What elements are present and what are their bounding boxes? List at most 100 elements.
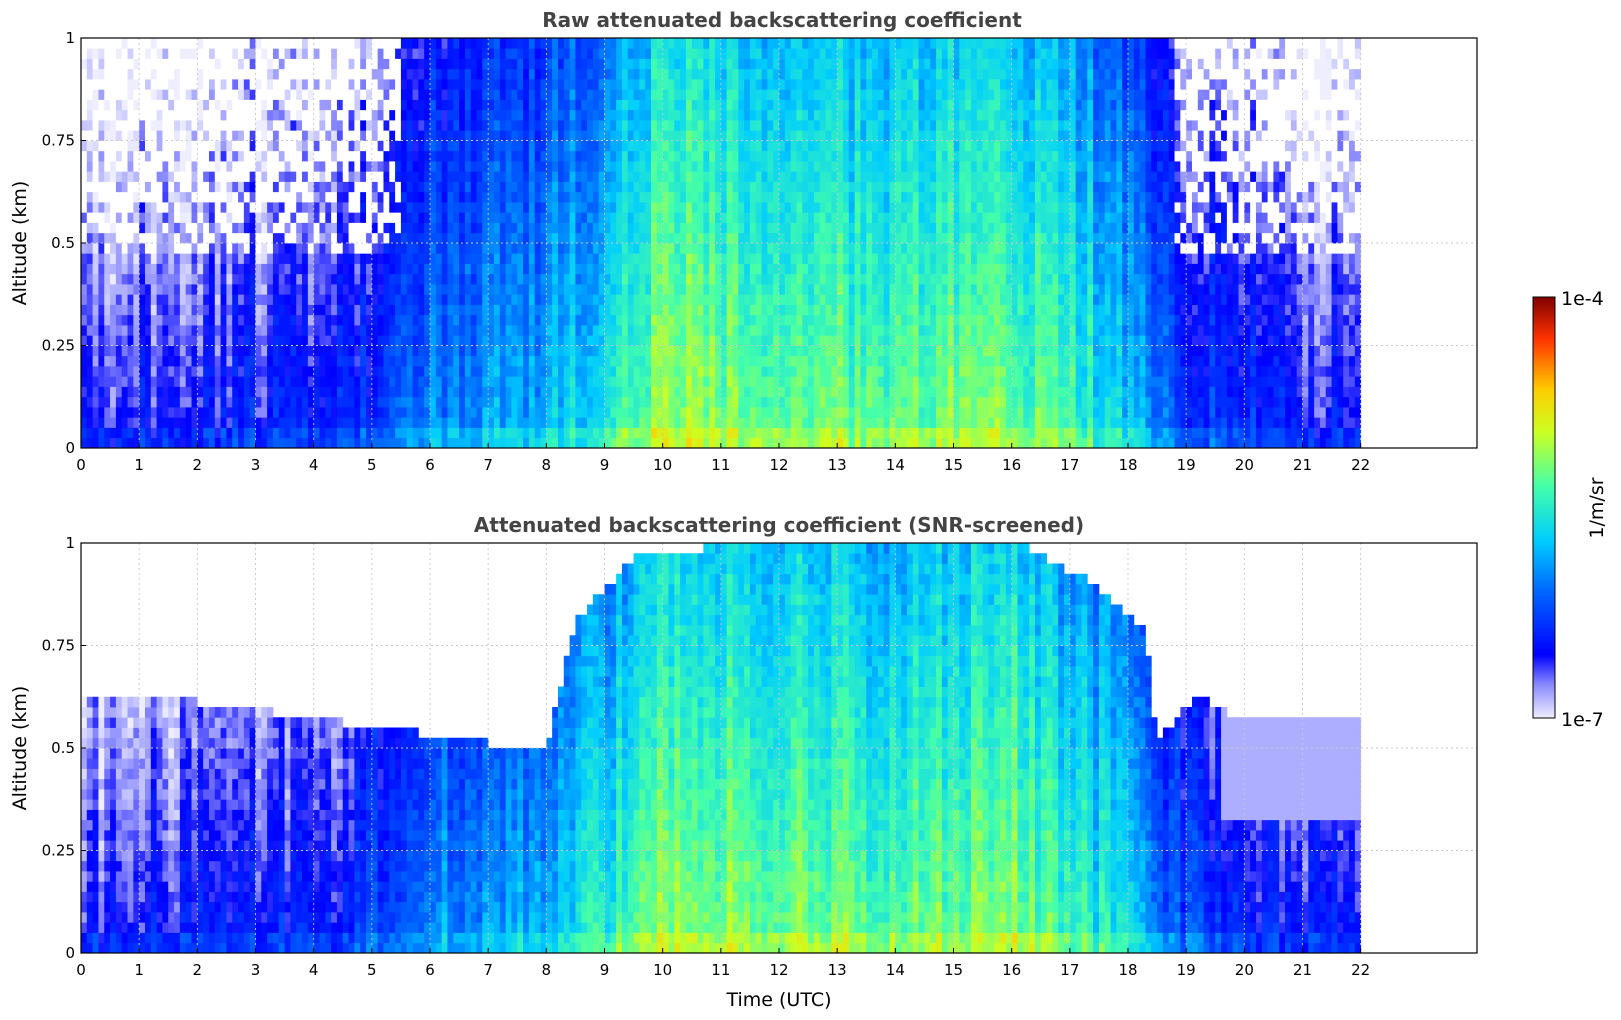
heatmap-cell	[267, 417, 274, 428]
heatmap-cell	[226, 253, 233, 264]
heatmap-cell	[528, 253, 536, 264]
heatmap-cell	[470, 130, 477, 141]
heatmap-cell	[779, 273, 786, 285]
heatmap-cell	[488, 68, 495, 80]
heatmap-cell	[92, 304, 99, 316]
heatmap-cell	[459, 120, 466, 131]
heatmap-cell	[691, 48, 698, 59]
heatmap-cell	[685, 284, 693, 295]
heatmap-cell	[685, 417, 693, 428]
heatmap-cell	[476, 109, 483, 121]
heatmap-cell	[98, 161, 105, 172]
heatmap-cell	[81, 232, 88, 244]
heatmap-cell	[86, 150, 94, 162]
heatmap-cell	[203, 304, 210, 316]
heatmap-cell	[441, 212, 448, 223]
heatmap-cell	[668, 68, 675, 80]
heatmap-cell	[267, 120, 274, 131]
heatmap-cell	[790, 181, 797, 193]
heatmap-cell	[144, 273, 152, 285]
heatmap-cell	[354, 376, 361, 387]
heatmap-cell	[278, 437, 285, 449]
heatmap-cell	[168, 407, 175, 418]
heatmap-cell	[395, 253, 402, 264]
heatmap-cell	[569, 314, 576, 326]
heatmap-cell	[232, 171, 239, 182]
heatmap-cell	[348, 263, 355, 275]
heatmap-cell	[453, 58, 460, 70]
heatmap-cell	[348, 273, 355, 285]
heatmap-cell	[528, 407, 536, 418]
heatmap-cell	[476, 120, 483, 131]
heatmap-cell	[575, 263, 582, 275]
heatmap-cell	[430, 427, 437, 439]
heatmap-cell	[773, 150, 780, 162]
heatmap-cell	[121, 202, 128, 213]
heatmap-cell	[633, 294, 640, 305]
heatmap-cell	[418, 202, 425, 213]
heatmap-cell	[377, 191, 384, 203]
heatmap-cell	[802, 355, 809, 367]
heatmap-cell	[162, 427, 169, 439]
heatmap-cell	[581, 335, 588, 346]
heatmap-cell	[342, 48, 349, 59]
heatmap-cell	[331, 437, 338, 449]
heatmap-cell	[453, 345, 460, 357]
heatmap-cell	[651, 325, 658, 336]
heatmap-cell	[505, 48, 512, 59]
heatmap-cell	[493, 314, 501, 326]
heatmap-cell	[249, 407, 256, 418]
heatmap-cell	[738, 253, 745, 264]
heatmap-cell	[110, 386, 117, 398]
heatmap-cell	[395, 294, 402, 305]
heatmap-cell	[709, 417, 716, 428]
heatmap-cell	[441, 314, 448, 326]
heatmap-cell	[371, 212, 379, 223]
heatmap-cell	[569, 58, 576, 70]
heatmap-cell	[139, 253, 146, 264]
heatmap-cell	[627, 150, 634, 162]
heatmap-cell	[243, 58, 251, 70]
heatmap-cell	[482, 427, 489, 439]
heatmap-cell	[150, 222, 158, 234]
heatmap-cell	[302, 386, 309, 398]
heatmap-cell	[220, 232, 227, 244]
heatmap-cell	[261, 89, 268, 100]
heatmap-cell	[569, 417, 576, 428]
heatmap-cell	[715, 263, 722, 275]
heatmap-cell	[656, 366, 664, 377]
heatmap-cell	[802, 437, 809, 449]
heatmap-cell	[621, 140, 629, 152]
heatmap-cell	[505, 212, 512, 223]
heatmap-cell	[621, 386, 629, 398]
heatmap-cell	[110, 325, 117, 336]
heatmap-cell	[604, 109, 611, 121]
heatmap-cell	[482, 253, 489, 264]
heatmap-cell	[92, 273, 99, 285]
heatmap-cell	[546, 427, 553, 439]
heatmap-cell	[156, 325, 163, 336]
heatmap-cell	[92, 58, 99, 70]
heatmap-cell	[174, 273, 181, 285]
heatmap-cell	[592, 38, 600, 49]
heatmap-cell	[540, 314, 547, 326]
heatmap-cell	[738, 140, 745, 152]
heatmap-cell	[732, 386, 739, 398]
heatmap-cell	[110, 243, 117, 254]
heatmap-cell	[604, 407, 611, 418]
heatmap-cell	[98, 68, 105, 80]
heatmap-cell	[540, 407, 547, 418]
heatmap-cell	[360, 181, 367, 193]
heatmap-cell	[104, 38, 111, 49]
heatmap-cell	[645, 202, 652, 213]
heatmap-cell	[418, 427, 425, 439]
heatmap-cell	[604, 345, 611, 357]
heatmap-cell	[81, 150, 88, 162]
heatmap-cell	[418, 273, 425, 285]
heatmap-cell	[389, 202, 396, 213]
heatmap-cell	[656, 243, 664, 254]
heatmap-cell	[575, 48, 582, 59]
heatmap-cell	[459, 304, 466, 316]
heatmap-cell	[98, 89, 105, 100]
heatmap-cell	[773, 243, 780, 254]
